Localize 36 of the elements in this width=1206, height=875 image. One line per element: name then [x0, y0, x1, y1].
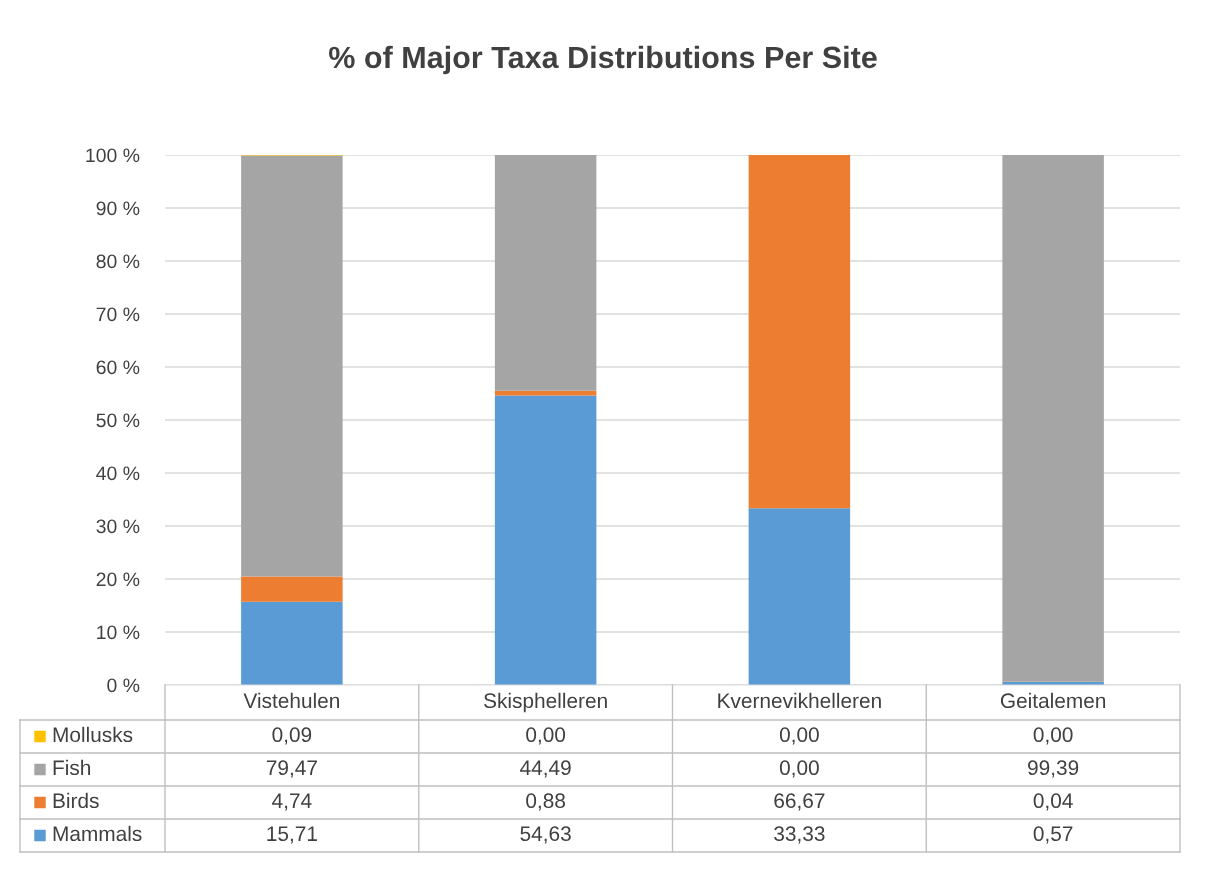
data-label: 33,33 [774, 826, 825, 844]
data-label: 0,00 [526, 727, 566, 745]
y-tick-label: 0 % [107, 678, 140, 693]
chart-title: % of Major Taxa Distributions Per Site [329, 45, 877, 75]
data-label: 0,09 [272, 727, 312, 745]
data-label: 0,57 [1033, 826, 1073, 844]
data-label: 4,74 [272, 793, 312, 811]
y-tick-label: 40 % [96, 466, 140, 481]
y-tick-label: 20 % [96, 572, 140, 587]
legend-label: Fish [53, 759, 91, 776]
y-tick-label: 70 % [96, 307, 140, 322]
x-tick-label: Kvernevikhelleren [718, 692, 881, 709]
y-tick-label: 100 % [86, 148, 140, 163]
data-label: 0,00 [779, 760, 819, 778]
x-tick-label: Vistehulen [243, 692, 339, 709]
x-tick-label: Skisphelleren [484, 692, 607, 713]
y-tick-label: 50 % [96, 413, 140, 428]
y-tick-label: 60 % [96, 360, 140, 375]
data-label: 54,63 [520, 826, 571, 844]
legend-label: Mollusks [53, 726, 133, 743]
data-label: 44,49 [520, 760, 571, 778]
data-label: 99,39 [1028, 760, 1079, 778]
data-label: 79,47 [266, 760, 317, 778]
data-label: 66,67 [774, 793, 825, 811]
x-tick-label: Geitalemen [1000, 692, 1106, 709]
legend-label: Mammals [53, 825, 142, 842]
legend-label: Birds [53, 792, 99, 809]
y-tick-label: 30 % [96, 519, 140, 534]
y-tick-label: 80 % [96, 254, 140, 269]
data-label: 0,00 [779, 727, 819, 745]
data-label: 0,00 [1033, 727, 1073, 745]
y-tick-label: 10 % [97, 625, 140, 640]
y-tick-label: 90 % [96, 201, 140, 216]
data-label: 0,04 [1033, 793, 1073, 811]
data-label: 0,88 [526, 793, 565, 811]
data-label: 15,71 [267, 826, 317, 844]
